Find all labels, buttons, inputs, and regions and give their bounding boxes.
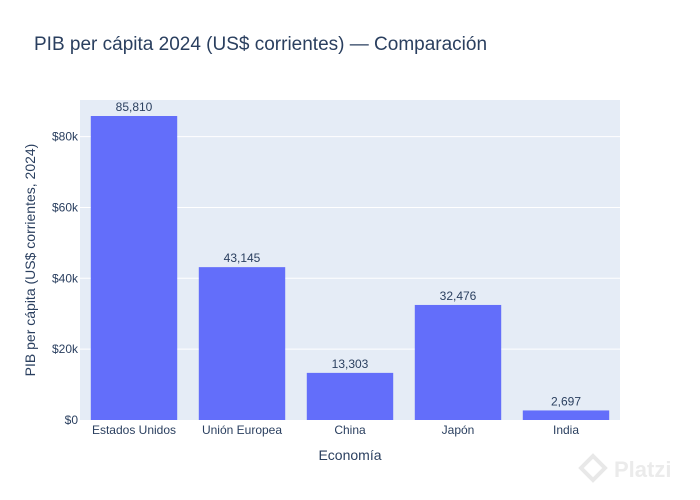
y-tick-label: $0	[65, 413, 79, 427]
bar-value-label: 2,697	[551, 394, 581, 408]
y-tick-label: $80k	[52, 130, 79, 144]
x-tick-label: Estados Unidos	[92, 423, 176, 437]
y-axis-title: PIB per cápita (US$ corrientes, 2024)	[22, 144, 38, 377]
x-tick-label: Unión Europea	[202, 423, 282, 437]
x-axis-ticks: Estados Unidos Unión Europea China Japón Ind…	[92, 423, 579, 437]
bars	[90, 116, 610, 420]
bar-value-label: 43,145	[224, 251, 261, 265]
watermark-text: Platzi	[614, 457, 671, 482]
x-axis-title: Economía	[318, 447, 381, 463]
bar-value-label: 32,476	[440, 289, 477, 303]
bar-value-label: 13,303	[332, 357, 369, 371]
platzi-watermark: Platzi	[578, 453, 671, 483]
bar[interactable]	[198, 267, 286, 420]
bar-value-label: 85,810	[116, 100, 153, 114]
y-tick-label: $60k	[52, 200, 79, 214]
bar[interactable]	[306, 372, 394, 420]
bar[interactable]	[522, 410, 610, 420]
y-tick-label: $20k	[52, 342, 79, 356]
x-tick-label: India	[553, 423, 579, 437]
bar-value-labels: 85,810 43,145 13,303 32,476 2,697	[116, 100, 582, 408]
x-tick-label: China	[334, 423, 366, 437]
y-tick-label: $40k	[52, 271, 79, 285]
chart-title: PIB per cápita 2024 (US$ corrientes) — C…	[34, 34, 487, 55]
x-tick-label: Japón	[442, 423, 475, 437]
platzi-logo-icon	[578, 453, 608, 483]
bar[interactable]	[90, 116, 178, 420]
bar[interactable]	[414, 304, 502, 420]
y-axis-ticks: $0 $20k $40k $60k $80k	[52, 130, 79, 427]
